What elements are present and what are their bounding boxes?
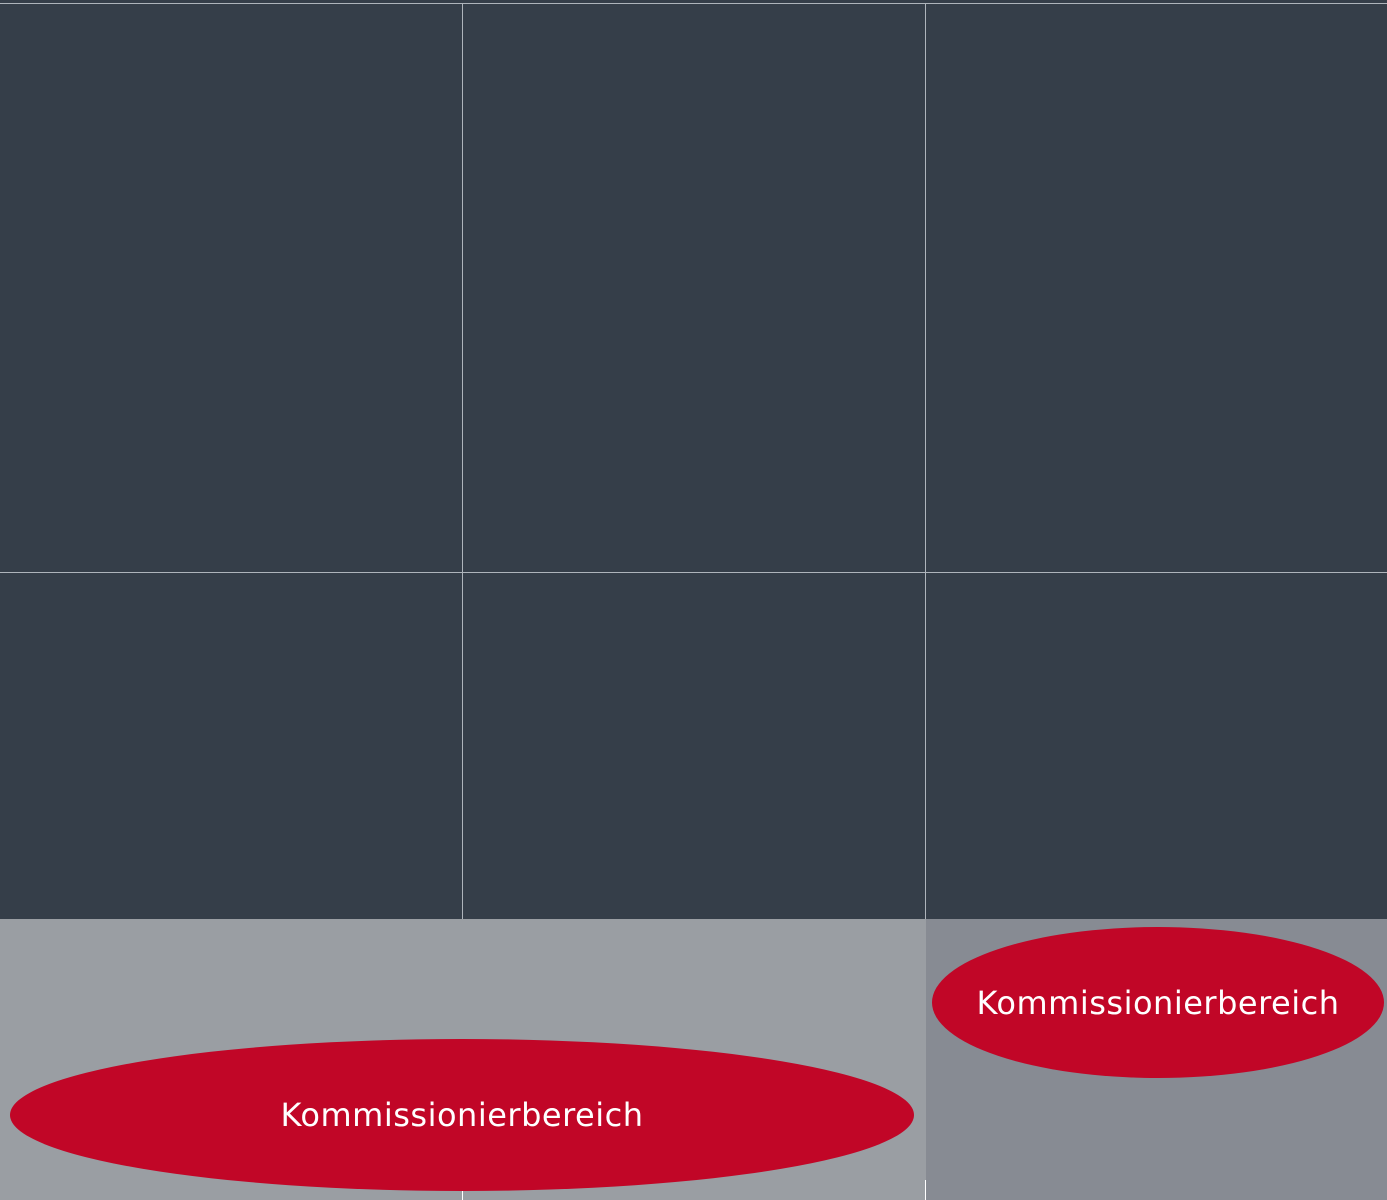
- picking-zone-right-label: Kommissionierbereich: [976, 983, 1340, 1022]
- grid-cell-r2-c3: [926, 573, 1387, 919]
- tick-mark-right: [925, 1180, 926, 1200]
- picking-zone-right[interactable]: Kommissionierbereich: [932, 927, 1384, 1078]
- grid-line-top: [0, 3, 1387, 4]
- picking-zone-left-label: Kommissionierbereich: [280, 1096, 644, 1134]
- picking-zone-left[interactable]: Kommissionierbereich: [10, 1039, 914, 1191]
- grid-cell-r2-c2: [463, 573, 925, 919]
- grid-cell-r1-c3: [926, 4, 1387, 572]
- grid-line-middle: [0, 572, 1387, 573]
- grid-cell-r1-c1: [0, 4, 462, 572]
- grid-cell-r1-c2: [463, 4, 925, 572]
- grid-line-col2: [925, 3, 926, 919]
- grid-cell-r2-c1: [0, 573, 462, 919]
- tick-mark-left: [462, 1190, 463, 1200]
- grid-line-col1: [462, 3, 463, 919]
